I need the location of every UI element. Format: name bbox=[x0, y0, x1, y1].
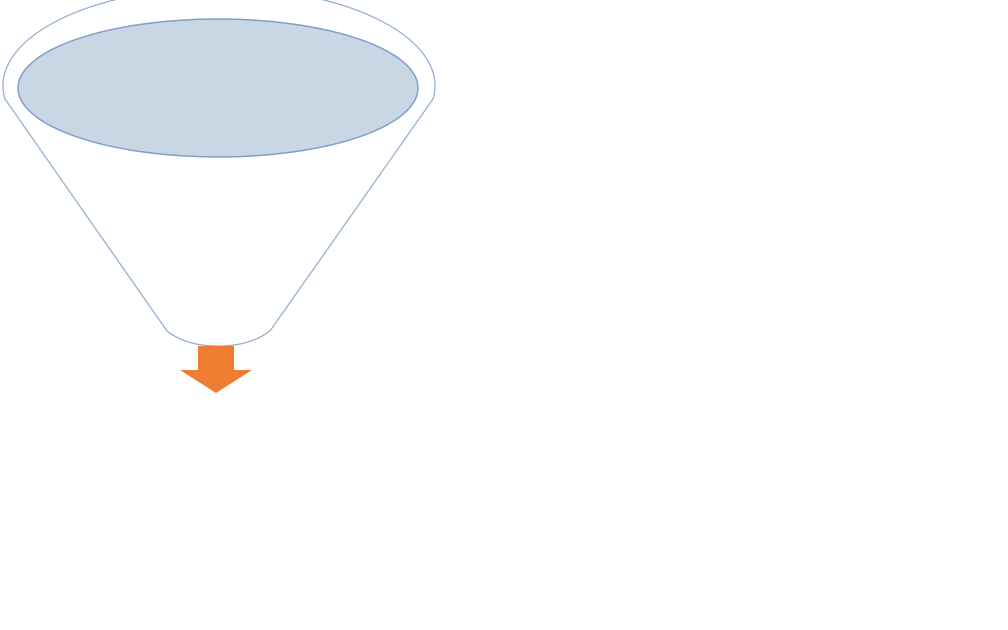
funnel-icon bbox=[2, 0, 436, 347]
funnel-opening bbox=[17, 18, 419, 158]
arrow-down-icon bbox=[180, 346, 252, 393]
